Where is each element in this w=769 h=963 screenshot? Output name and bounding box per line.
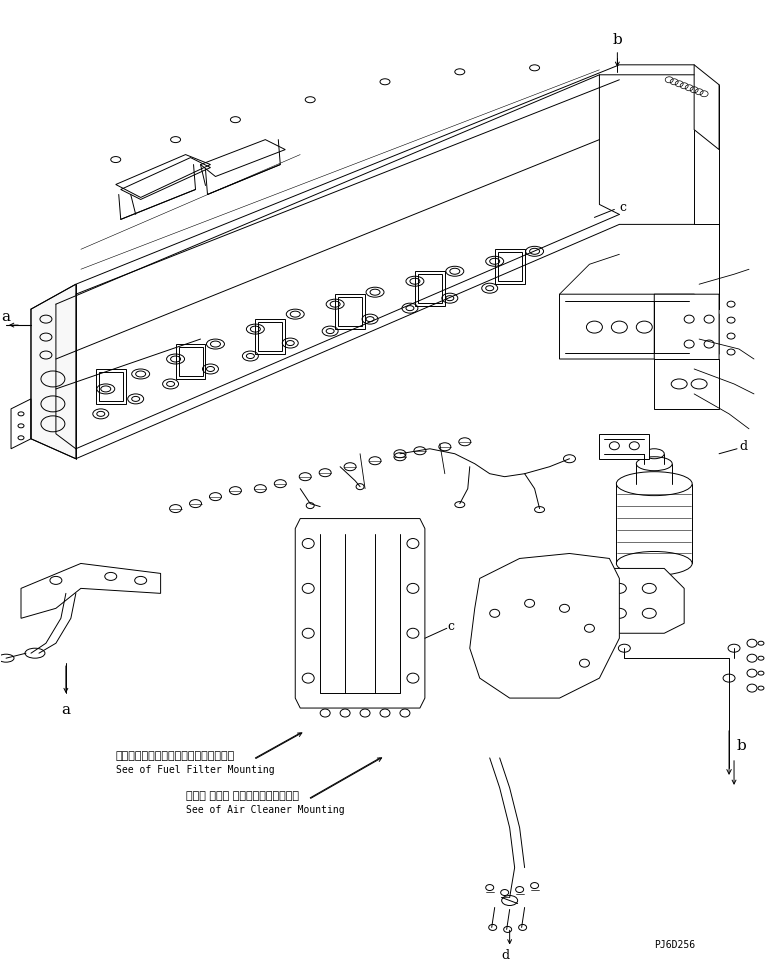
Polygon shape bbox=[470, 554, 619, 698]
Text: c: c bbox=[619, 201, 627, 214]
Polygon shape bbox=[21, 563, 161, 618]
Polygon shape bbox=[295, 518, 425, 708]
Text: PJ6D256: PJ6D256 bbox=[654, 941, 695, 950]
Text: a: a bbox=[2, 310, 11, 325]
Polygon shape bbox=[654, 359, 719, 409]
Text: b: b bbox=[612, 33, 622, 47]
Bar bbox=[335, 294, 365, 329]
Text: b: b bbox=[737, 739, 747, 753]
Text: d: d bbox=[501, 949, 510, 962]
Ellipse shape bbox=[617, 472, 692, 496]
Polygon shape bbox=[599, 433, 649, 458]
Polygon shape bbox=[31, 284, 76, 458]
Bar bbox=[98, 372, 123, 401]
Text: See of Air Cleaner Mounting: See of Air Cleaner Mounting bbox=[185, 805, 345, 815]
Bar bbox=[418, 274, 442, 303]
Bar bbox=[498, 252, 521, 281]
Text: a: a bbox=[62, 703, 71, 717]
Bar bbox=[494, 249, 524, 284]
Polygon shape bbox=[580, 568, 684, 634]
Text: c: c bbox=[448, 620, 454, 633]
Bar bbox=[175, 344, 205, 379]
Text: d: d bbox=[739, 440, 747, 454]
Bar bbox=[338, 298, 362, 326]
Bar bbox=[178, 347, 202, 376]
Bar bbox=[415, 272, 444, 306]
Polygon shape bbox=[560, 294, 719, 359]
Bar bbox=[258, 322, 282, 351]
Bar bbox=[255, 319, 285, 354]
Polygon shape bbox=[654, 294, 719, 389]
Bar bbox=[96, 369, 125, 403]
Text: See of Fuel Filter Mounting: See of Fuel Filter Mounting bbox=[116, 765, 275, 775]
Text: フェエンファイルタマウンティング参照: フェエンファイルタマウンティング参照 bbox=[116, 751, 235, 761]
Text: エアー クリー ナマウンティング参照: エアー クリー ナマウンティング参照 bbox=[185, 791, 298, 801]
